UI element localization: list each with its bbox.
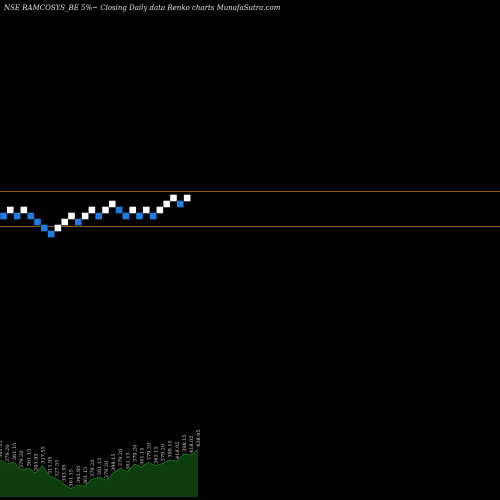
renko-brick-up [67, 212, 76, 220]
volume-price-label: 361.15 [26, 449, 32, 467]
volume-price-label: 311.95 [48, 457, 54, 475]
renko-brick-down [176, 200, 185, 208]
volume-price-label: 361.15 [0, 440, 4, 458]
renko-brick-down [0, 212, 8, 220]
volume-price-label: 418.05 [189, 435, 195, 453]
volume-price-label: 379.20 [147, 443, 153, 461]
volume-price-label: 327.55 [55, 460, 61, 478]
renko-brick-down [33, 218, 42, 226]
renko-brick-up [101, 206, 110, 214]
renko-brick-down [74, 218, 83, 226]
volume-price-label: 398.15 [111, 453, 117, 471]
volume-price-label: 361.15 [12, 443, 18, 461]
renko-bricks [0, 194, 191, 238]
renko-brick-down [115, 206, 123, 214]
renko-brick-up [128, 206, 137, 214]
renko-brick-up [81, 212, 89, 220]
volume-price-label: 379.20 [104, 461, 110, 479]
renko-brick-up [6, 206, 15, 214]
renko-brick-down [94, 212, 103, 220]
volume-price-label: 438.95 [196, 430, 202, 448]
volume-fill [0, 449, 198, 497]
renko-brick-down [40, 224, 48, 232]
volume-price-label: 361.15 [125, 452, 131, 470]
volume-price-label: 343.95 [33, 454, 39, 472]
volume-price-label: 361.15 [139, 447, 145, 465]
renko-brick-up [142, 206, 151, 214]
renko-brick-down [27, 212, 35, 220]
volume-price-label: 343.95 [76, 466, 82, 484]
volume-price-label: 327.55 [40, 446, 46, 464]
reference-levels [0, 191, 500, 227]
volume-price-label: 361.15 [154, 446, 160, 464]
volume-price-label: 379.20 [90, 459, 96, 477]
renko-brick-up [61, 218, 69, 226]
renko-brick-down [149, 212, 157, 220]
renko-brick-up [169, 194, 178, 202]
volume-price-label: 379.20 [118, 449, 124, 467]
volume-price-label: 361.15 [97, 458, 103, 476]
chart-title: NSE RAMCOSYS_BE 5%~ Closing Daily data R… [3, 4, 281, 12]
volume-outline [0, 448, 199, 490]
volume-price-label: 379.20 [161, 444, 167, 462]
volume-price-label: 343.95 [62, 464, 68, 482]
renko-brick-down [47, 230, 55, 238]
volume-price-label: 361.15 [83, 467, 89, 485]
renko-brick-up [54, 224, 62, 232]
volume-price-label: 379.20 [5, 445, 11, 463]
volume-price-label: 418.05 [175, 442, 181, 460]
volume-price-label: 379.20 [19, 450, 25, 468]
renko-brick-up [108, 200, 117, 208]
renko-brick-up [162, 200, 171, 208]
renko-brick-up [183, 194, 191, 202]
volume-price-label: 398.15 [182, 434, 188, 452]
volume-price-label: 379.20 [132, 445, 138, 463]
renko-brick-up [20, 206, 28, 214]
volume-price-label: 398.15 [168, 440, 174, 458]
renko-brick-up [156, 206, 164, 214]
renko-brick-down [135, 212, 144, 220]
renko-brick-up [88, 206, 96, 214]
volume-price-label: 361.15 [69, 469, 75, 487]
renko-brick-down [122, 212, 130, 220]
volume-area: 361.15 379.20 361.15 379.20 361.15 343.95 327.… [0, 430, 202, 497]
renko-brick-down [13, 212, 21, 220]
